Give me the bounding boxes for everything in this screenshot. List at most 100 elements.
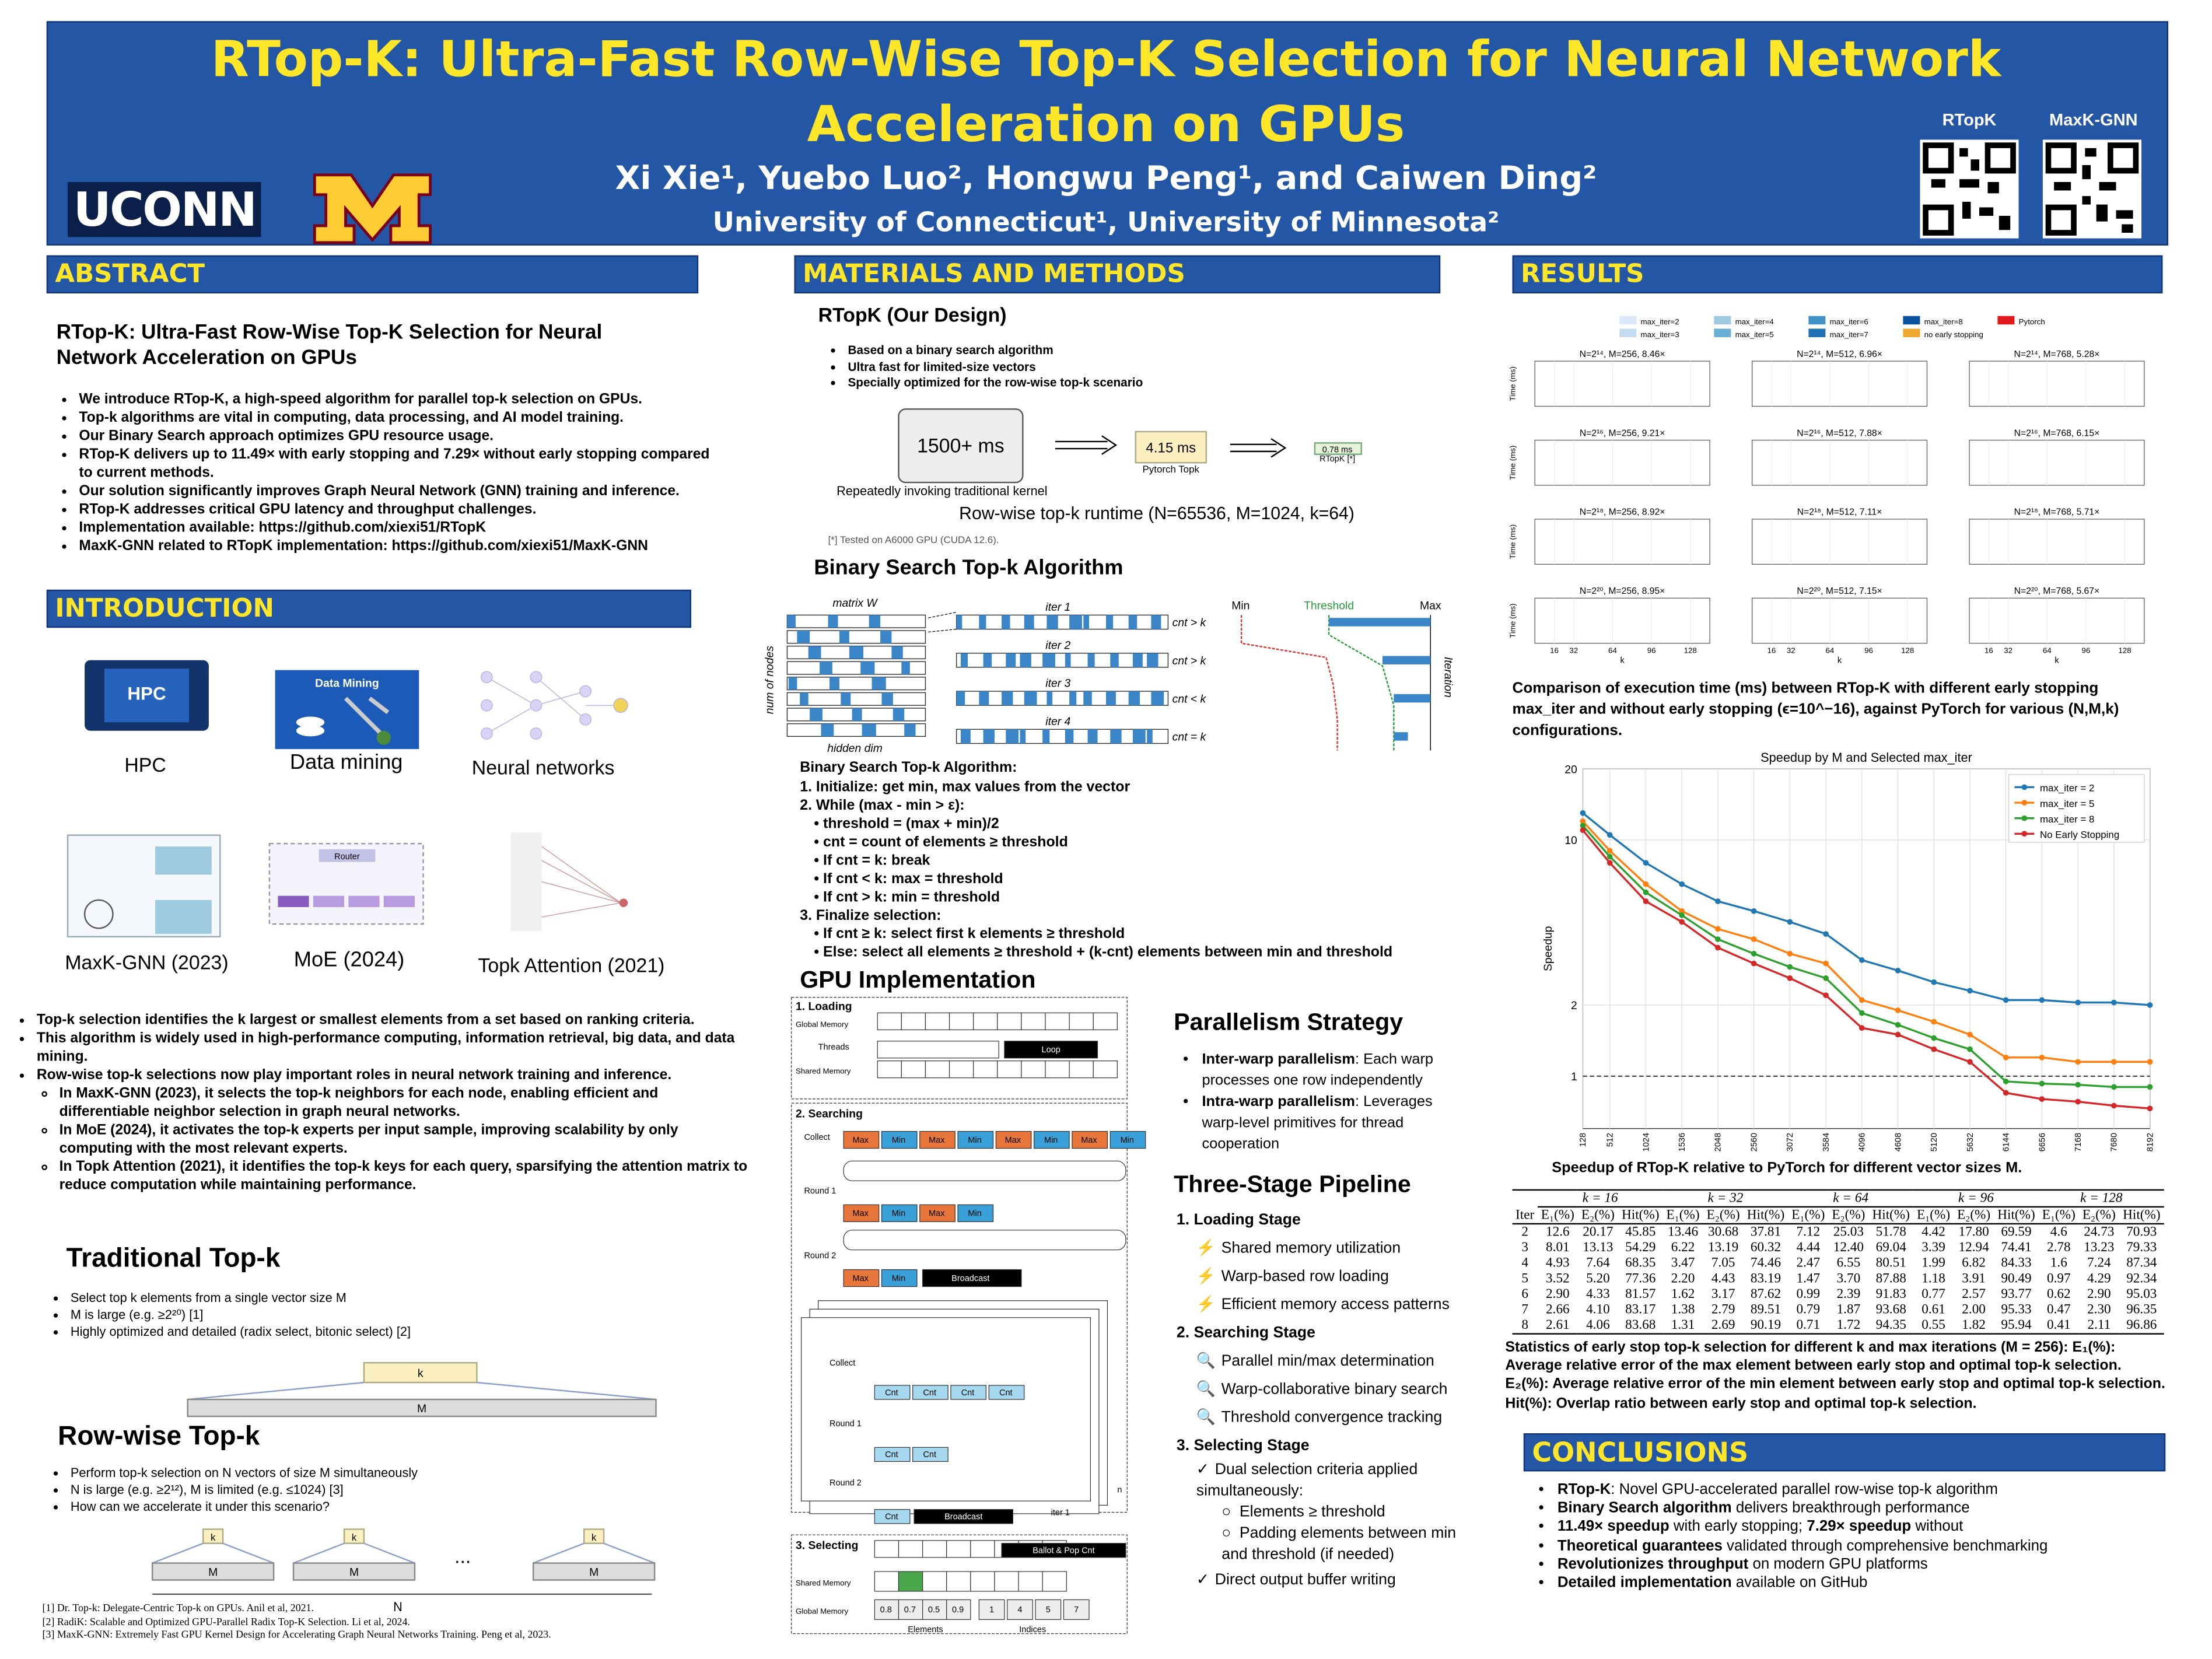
column-header: E₁(%) — [1791, 1208, 1825, 1223]
list-item: Theoretical guarantees validated through… — [1558, 1537, 2178, 1556]
y-axis-label: Time (ms) — [1508, 603, 1517, 638]
iteration-label: iter 3 — [1045, 677, 1070, 690]
table-cell: 8.01 — [1546, 1240, 1570, 1256]
diagram-box — [874, 1571, 900, 1592]
iteration-block — [1128, 615, 1138, 629]
data-point — [1643, 881, 1649, 887]
data-point — [2147, 1084, 2153, 1090]
data-point — [1967, 1046, 1973, 1052]
stage-text: Direct output buffer writing — [1214, 1572, 1396, 1589]
table-cell: 3.52 — [1546, 1270, 1570, 1287]
table-cell: 1.87 — [1836, 1302, 1861, 1318]
x-tick-label: 32 — [1787, 646, 1796, 655]
diagram-label: M — [208, 1566, 218, 1578]
data-point — [2147, 1059, 2153, 1065]
diagram-label: Min — [892, 1209, 905, 1219]
k-box — [202, 1528, 224, 1544]
rect — [348, 895, 380, 908]
diagram-label: Threads — [818, 1042, 849, 1052]
table-cell: 13.23 — [2084, 1240, 2115, 1256]
iteration-block — [1132, 653, 1143, 667]
subplot-title: N=2¹⁸, M=512, 7.11× — [1797, 508, 1882, 517]
diagram-label: 4 — [1017, 1605, 1022, 1615]
legend-label: max_iter=2 — [1641, 317, 1679, 326]
qr-label: MaxK-GNN — [2049, 110, 2138, 130]
data-point — [1823, 960, 1829, 967]
abstract-list: We introduce RTop-K, a high-speed algori… — [57, 391, 721, 556]
circle — [530, 671, 542, 684]
rect — [2045, 204, 2077, 236]
stage-item: ⚡ Warp-based row loading — [1177, 1262, 1459, 1290]
iteration-block — [1110, 729, 1122, 744]
stage-icon: 🔍 — [1196, 1409, 1216, 1426]
chart-title: Speedup by M and Selected max_iter — [1760, 750, 1972, 765]
circle — [480, 671, 493, 684]
diagram-label: Collect — [830, 1359, 855, 1368]
table-cell: 3.91 — [1962, 1270, 1986, 1287]
qr-label: RTopK — [1942, 110, 1997, 130]
figure-label: Router — [334, 852, 360, 862]
rect — [2108, 142, 2139, 174]
stage-item: 🔍 Warp-collaborative binary search — [1177, 1376, 1459, 1404]
column-header: Hit(%) — [1622, 1208, 1660, 1223]
data-point — [1580, 822, 1586, 829]
legend-swatch — [1808, 328, 1826, 337]
footnote: [*] Tested on A6000 GPU (CUDA 12.6). — [828, 534, 999, 545]
iteration-block — [1024, 615, 1034, 629]
list-item: Our solution significantly improves Grap… — [79, 482, 720, 501]
circle — [530, 699, 542, 712]
traditional-diagram: k M — [187, 1362, 657, 1418]
table-cell: 2.78 — [2047, 1240, 2071, 1256]
data-point — [1787, 951, 1793, 957]
iteration-block — [1042, 729, 1050, 744]
column-header: Hit(%) — [2123, 1208, 2161, 1223]
x-tick-label: 2048 — [1714, 1133, 1723, 1152]
data-point — [1895, 967, 1901, 974]
diagram-box — [1021, 1060, 1046, 1079]
data-point — [1751, 936, 1757, 942]
table-cell: 95.33 — [2001, 1302, 2032, 1318]
runtime: 1500+ ms — [917, 435, 1005, 457]
figure-caption: MaxK-GNN (2023) — [65, 950, 229, 974]
matrix-block — [891, 646, 903, 659]
x-axis-label: k — [1838, 656, 1842, 666]
diagram-box — [997, 1060, 1022, 1079]
diagram-box — [1035, 1599, 1062, 1620]
table-cell: 60.32 — [1750, 1240, 1782, 1256]
iteration-block — [1046, 691, 1053, 706]
diagram-box — [970, 1571, 995, 1592]
runtime-caption: Row-wise top-k runtime (N=65536, M=1024,… — [959, 504, 1354, 523]
data-point — [1967, 1059, 1973, 1065]
path — [2054, 148, 2133, 233]
table-cell: 3 — [1521, 1240, 1528, 1256]
rect — [1394, 732, 1408, 741]
list-item: • If cnt = k: break — [814, 853, 930, 869]
data-point — [2075, 999, 2081, 1006]
diagram-label: 1. Loading — [796, 1000, 852, 1013]
data-point — [1967, 1031, 1973, 1038]
data-point — [2147, 1105, 2153, 1112]
diagram-label: n — [1117, 1486, 1122, 1495]
x-tick-label: 4608 — [1894, 1133, 1903, 1152]
diagram-box — [874, 1540, 900, 1558]
sub-list: In MaxK-GNN (2023), it selects the top-k… — [37, 1085, 749, 1195]
text-run: Binary Search algorithm — [1557, 1500, 1732, 1517]
figure-caption: MoE (2024) — [293, 948, 405, 972]
table-row: Iter E₁(%) E₂(%) Hit(%) E₁(%) E₂(%) Hit(%) E₁(%… — [1512, 1207, 2164, 1224]
data-point — [1931, 1035, 1937, 1041]
table-cell: 4.43 — [1711, 1270, 1735, 1287]
table-cell: 74.41 — [2001, 1240, 2032, 1256]
pipeline: 1. Loading Stage ⚡ Shared memory utilizati… — [1177, 1206, 1459, 1594]
matrix-block — [820, 662, 832, 674]
subplot-title: N=2¹⁶, M=512, 7.88× — [1797, 428, 1882, 438]
condition-label: cnt < k — [1172, 692, 1207, 705]
diagram-label: M — [417, 1402, 426, 1415]
abstract-title: RTop-K: Ultra-Fast Row-Wise Top-K Select… — [56, 321, 603, 370]
diagram-box — [950, 1385, 987, 1400]
data-point — [1606, 860, 1613, 866]
table-cell: 87.34 — [2126, 1255, 2157, 1271]
table-cell: 7.24 — [2087, 1255, 2111, 1271]
table-cell: 12.94 — [1958, 1240, 1989, 1256]
diagram-label: Max — [1005, 1136, 1021, 1145]
